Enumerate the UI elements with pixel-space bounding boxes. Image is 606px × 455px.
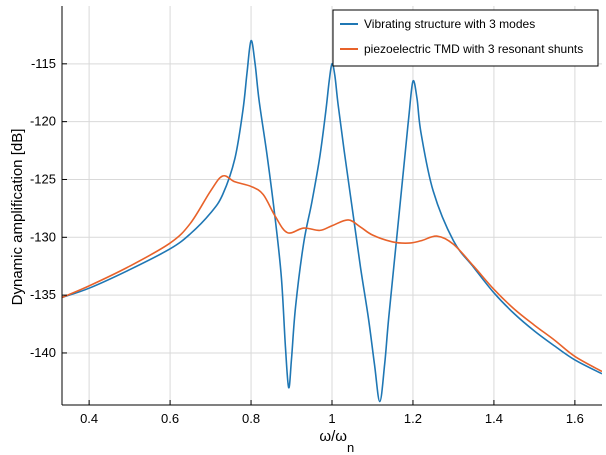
y-tick-label: -135 [30, 287, 56, 302]
x-tick-label: 0.6 [161, 411, 179, 426]
x-tick-label: 1.2 [404, 411, 422, 426]
y-tick-label: -115 [31, 56, 56, 71]
x-axis-label-subscript: n [347, 440, 354, 455]
y-tick-label: -130 [30, 229, 56, 244]
legend: Vibrating structure with 3 modes piezoel… [332, 9, 599, 67]
y-axis-label: Dynamic amplification [dB] [9, 129, 26, 306]
legend-box [332, 9, 599, 67]
x-tick-label: 1.6 [566, 411, 584, 426]
grid [62, 6, 602, 405]
plot-series [62, 39, 602, 403]
series-line-1 [62, 174, 602, 373]
axes [61, 6, 602, 406]
legend-label-tmd: piezoelectric TMD with 3 resonant shunts [364, 42, 583, 56]
y-tick-label: -120 [30, 114, 56, 129]
x-tick-label: 0.8 [242, 411, 260, 426]
legend-label-structure: Vibrating structure with 3 modes [364, 17, 535, 31]
y-tick-label: -140 [30, 345, 56, 360]
y-tick-label: -125 [30, 171, 56, 186]
x-tick-label: 1 [328, 411, 335, 426]
x-tick-label: 0.4 [80, 411, 98, 426]
tick-labels: 0.4 0.6 0.8 1 1.2 1.4 1.6 -115 -120 -125 -130 -135 -… [30, 56, 584, 426]
series-line-0 [62, 39, 602, 403]
x-axis-label: ω/ω [319, 428, 347, 445]
x-tick-label: 1.4 [485, 411, 503, 426]
